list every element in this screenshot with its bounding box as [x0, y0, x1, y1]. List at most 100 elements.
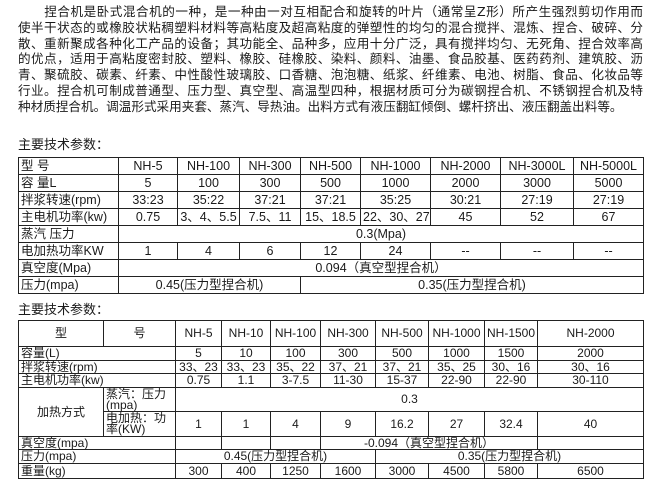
cell: 电加热：功率(KW) — [103, 411, 176, 437]
table-row-weight: 重量(kg) 300 400 1250 1600 3000 4500 5800 … — [18, 463, 644, 479]
spec-table-1: 型 号 NH-5 NH-100 NH-300 NH-500 NH-1000 NH… — [18, 157, 644, 294]
cell: 33、23 — [175, 360, 222, 374]
cell: -- — [430, 242, 501, 260]
cell: 300 — [175, 463, 222, 479]
cell: NH-1500 — [484, 320, 538, 347]
cell: 2000 — [430, 174, 501, 192]
intro-paragraph: 捏合机是卧式混合机的一种，是一种由一对互相配合和旋转的叶片（通常呈Z形）所产生强… — [18, 4, 643, 115]
cell: 22-90 — [484, 373, 538, 388]
cell — [537, 436, 644, 450]
cell: 32.4 — [484, 411, 538, 437]
cell: 9 — [320, 411, 376, 437]
cell: 5 — [175, 346, 222, 361]
cell: 1 — [221, 411, 271, 437]
cell: NH-100 — [177, 157, 240, 175]
cell: NH-5000L — [573, 157, 644, 175]
cell: 30-110 — [537, 373, 644, 388]
cell: 500 — [300, 174, 361, 192]
cell: 6 — [239, 242, 301, 260]
cell: 蒸汽 压力 — [18, 225, 119, 243]
cell: 型 号 — [18, 157, 119, 175]
table-row-power: 主电机功率(kw) 0.75 3、4、5.5 7.5、11 15、18.5 22… — [18, 208, 644, 226]
cell: 30、16 — [484, 360, 538, 374]
cell: 37:21 — [300, 191, 361, 209]
cell: NH-300 — [320, 320, 376, 347]
cell: 0.3(Mpa) — [118, 225, 644, 243]
cell: 拌浆转速(rpm) — [18, 360, 176, 374]
cell: 1 — [118, 242, 178, 260]
cell: 100 — [177, 174, 240, 192]
cell: 1600 — [320, 463, 376, 479]
cell: 27:19 — [500, 191, 574, 209]
table-row-model: 型 号 NH-5 NH-100 NH-300 NH-500 NH-1000 NH… — [18, 157, 644, 175]
intro-line: 种材质捏合机。调温形式采用夹套、蒸汽、导热油。出料方式有液压翻缸倾倒、螺杆挤出、… — [18, 98, 623, 114]
intro-line: 的优点，适用于高粘度密封胶、塑料、橡胶、硅橡胶、染料、颜料、油墨、食品胶基、医药… — [18, 51, 643, 67]
cell: 300 — [320, 346, 376, 361]
intro-line: 使半干状态的或橡胶状粘稠塑料材料等高粘度及超高粘度的弹塑性的均匀的混合搅拌、混炼… — [18, 19, 643, 35]
cell: 4500 — [428, 463, 485, 479]
cell: NH-300 — [239, 157, 301, 175]
table-row-vacuum: 真空度(Mpa) 0.094（真空型捏合机） — [18, 259, 644, 277]
cell: 35、25 — [428, 360, 485, 374]
cell: 0.35(压力型捏合机) — [300, 276, 644, 294]
cell: 52 — [500, 208, 574, 226]
cell: 1250 — [270, 463, 321, 479]
cell: 3000 — [500, 174, 574, 192]
cell: 30:21 — [430, 191, 501, 209]
intro-line: 行业。捏合机可制成普通型、压力型、真空型、高温型四种，根据材质可分为碳钢捏合机、… — [18, 82, 643, 98]
cell: 0.45(压力型捏合机) — [175, 449, 376, 464]
cell: NH-500 — [300, 157, 361, 175]
cell: 真空度(Mpa) — [18, 259, 119, 277]
cell: 主电机功率(kw) — [18, 208, 119, 226]
cell: 67 — [573, 208, 644, 226]
cell: 1000 — [428, 346, 485, 361]
cell — [270, 436, 321, 450]
cell: 37:21 — [239, 191, 301, 209]
cell: 0.75 — [118, 208, 178, 226]
cell: 400 — [221, 463, 271, 479]
cell: 0.35(压力型捏合机) — [375, 449, 644, 464]
cell: 压力(mpa) — [18, 276, 119, 294]
table1-title: 主要技术参数： — [18, 138, 110, 153]
cell: 500 — [375, 346, 429, 361]
cell: 真空度(mpa) — [18, 436, 176, 450]
cell: -0.094（真空型捏合机） — [320, 436, 538, 450]
table-row-capacity: 容 量L 5 100 300 500 1000 2000 3000 5000 — [18, 174, 644, 192]
intro-line: 捏合机是卧式混合机的一种，是一种由一对互相配合和旋转的叶片（通常呈Z形）所产生强… — [18, 4, 643, 19]
table-row-capacity: 容量(L) 5 10 100 300 500 1000 1500 2000 — [18, 346, 644, 361]
cell: 3、4、5.5 — [177, 208, 240, 226]
cell: 电加热功率KW — [18, 242, 119, 260]
cell: 加热方式 — [18, 387, 104, 437]
cell: 1500 — [484, 346, 538, 361]
cell: 22-90 — [428, 373, 485, 388]
table-row-electric-heat: 电加热功率KW 1 4 6 12 24 -- -- -- — [18, 242, 644, 260]
table-row-steam: 加热方式 蒸汽：压力(mpa) 0.3 — [18, 387, 644, 437]
table-row-steam: 蒸汽 压力 0.3(Mpa) — [18, 225, 644, 243]
cell: 5800 — [484, 463, 538, 479]
cell — [175, 436, 222, 450]
cell: 容量(L) — [18, 346, 176, 361]
cell: 0.75 — [175, 373, 222, 388]
table-row-speed: 拌浆转速(rpm) 33:23 35:22 37:21 37:21 35:25 … — [18, 191, 644, 209]
cell: 15-37 — [375, 373, 429, 388]
cell: 重量(kg) — [18, 463, 176, 479]
cell: 24 — [360, 242, 431, 260]
cell: 3-7.5 — [270, 373, 321, 388]
cell: 37、21 — [375, 360, 429, 374]
table-row-model: 型 号 NH-5 NH-10 NH-100 NH-300 NH-500 NH-1… — [18, 320, 644, 347]
table-row-power: 主电机功率(kw) 0.75 1.1 3-7.5 11-30 15-37 22-… — [18, 373, 644, 388]
cell: 15、18.5 — [300, 208, 361, 226]
cell: 40 — [537, 411, 644, 437]
cell — [221, 436, 271, 450]
cell: 16.2 — [375, 411, 429, 437]
cell: 37、21 — [320, 360, 376, 374]
cell: 11-30 — [320, 373, 376, 388]
cell: 2000 — [537, 346, 644, 361]
cell: 5000 — [573, 174, 644, 192]
cell: 10 — [221, 346, 271, 361]
table-row-speed: 拌浆转速(rpm) 33、23 33、23 35、22 37、21 37、21 … — [18, 360, 644, 374]
cell: NH-100 — [270, 320, 321, 347]
cell: NH-5 — [175, 320, 222, 347]
cell: 4 — [177, 242, 240, 260]
cell: NH-2000 — [430, 157, 501, 175]
